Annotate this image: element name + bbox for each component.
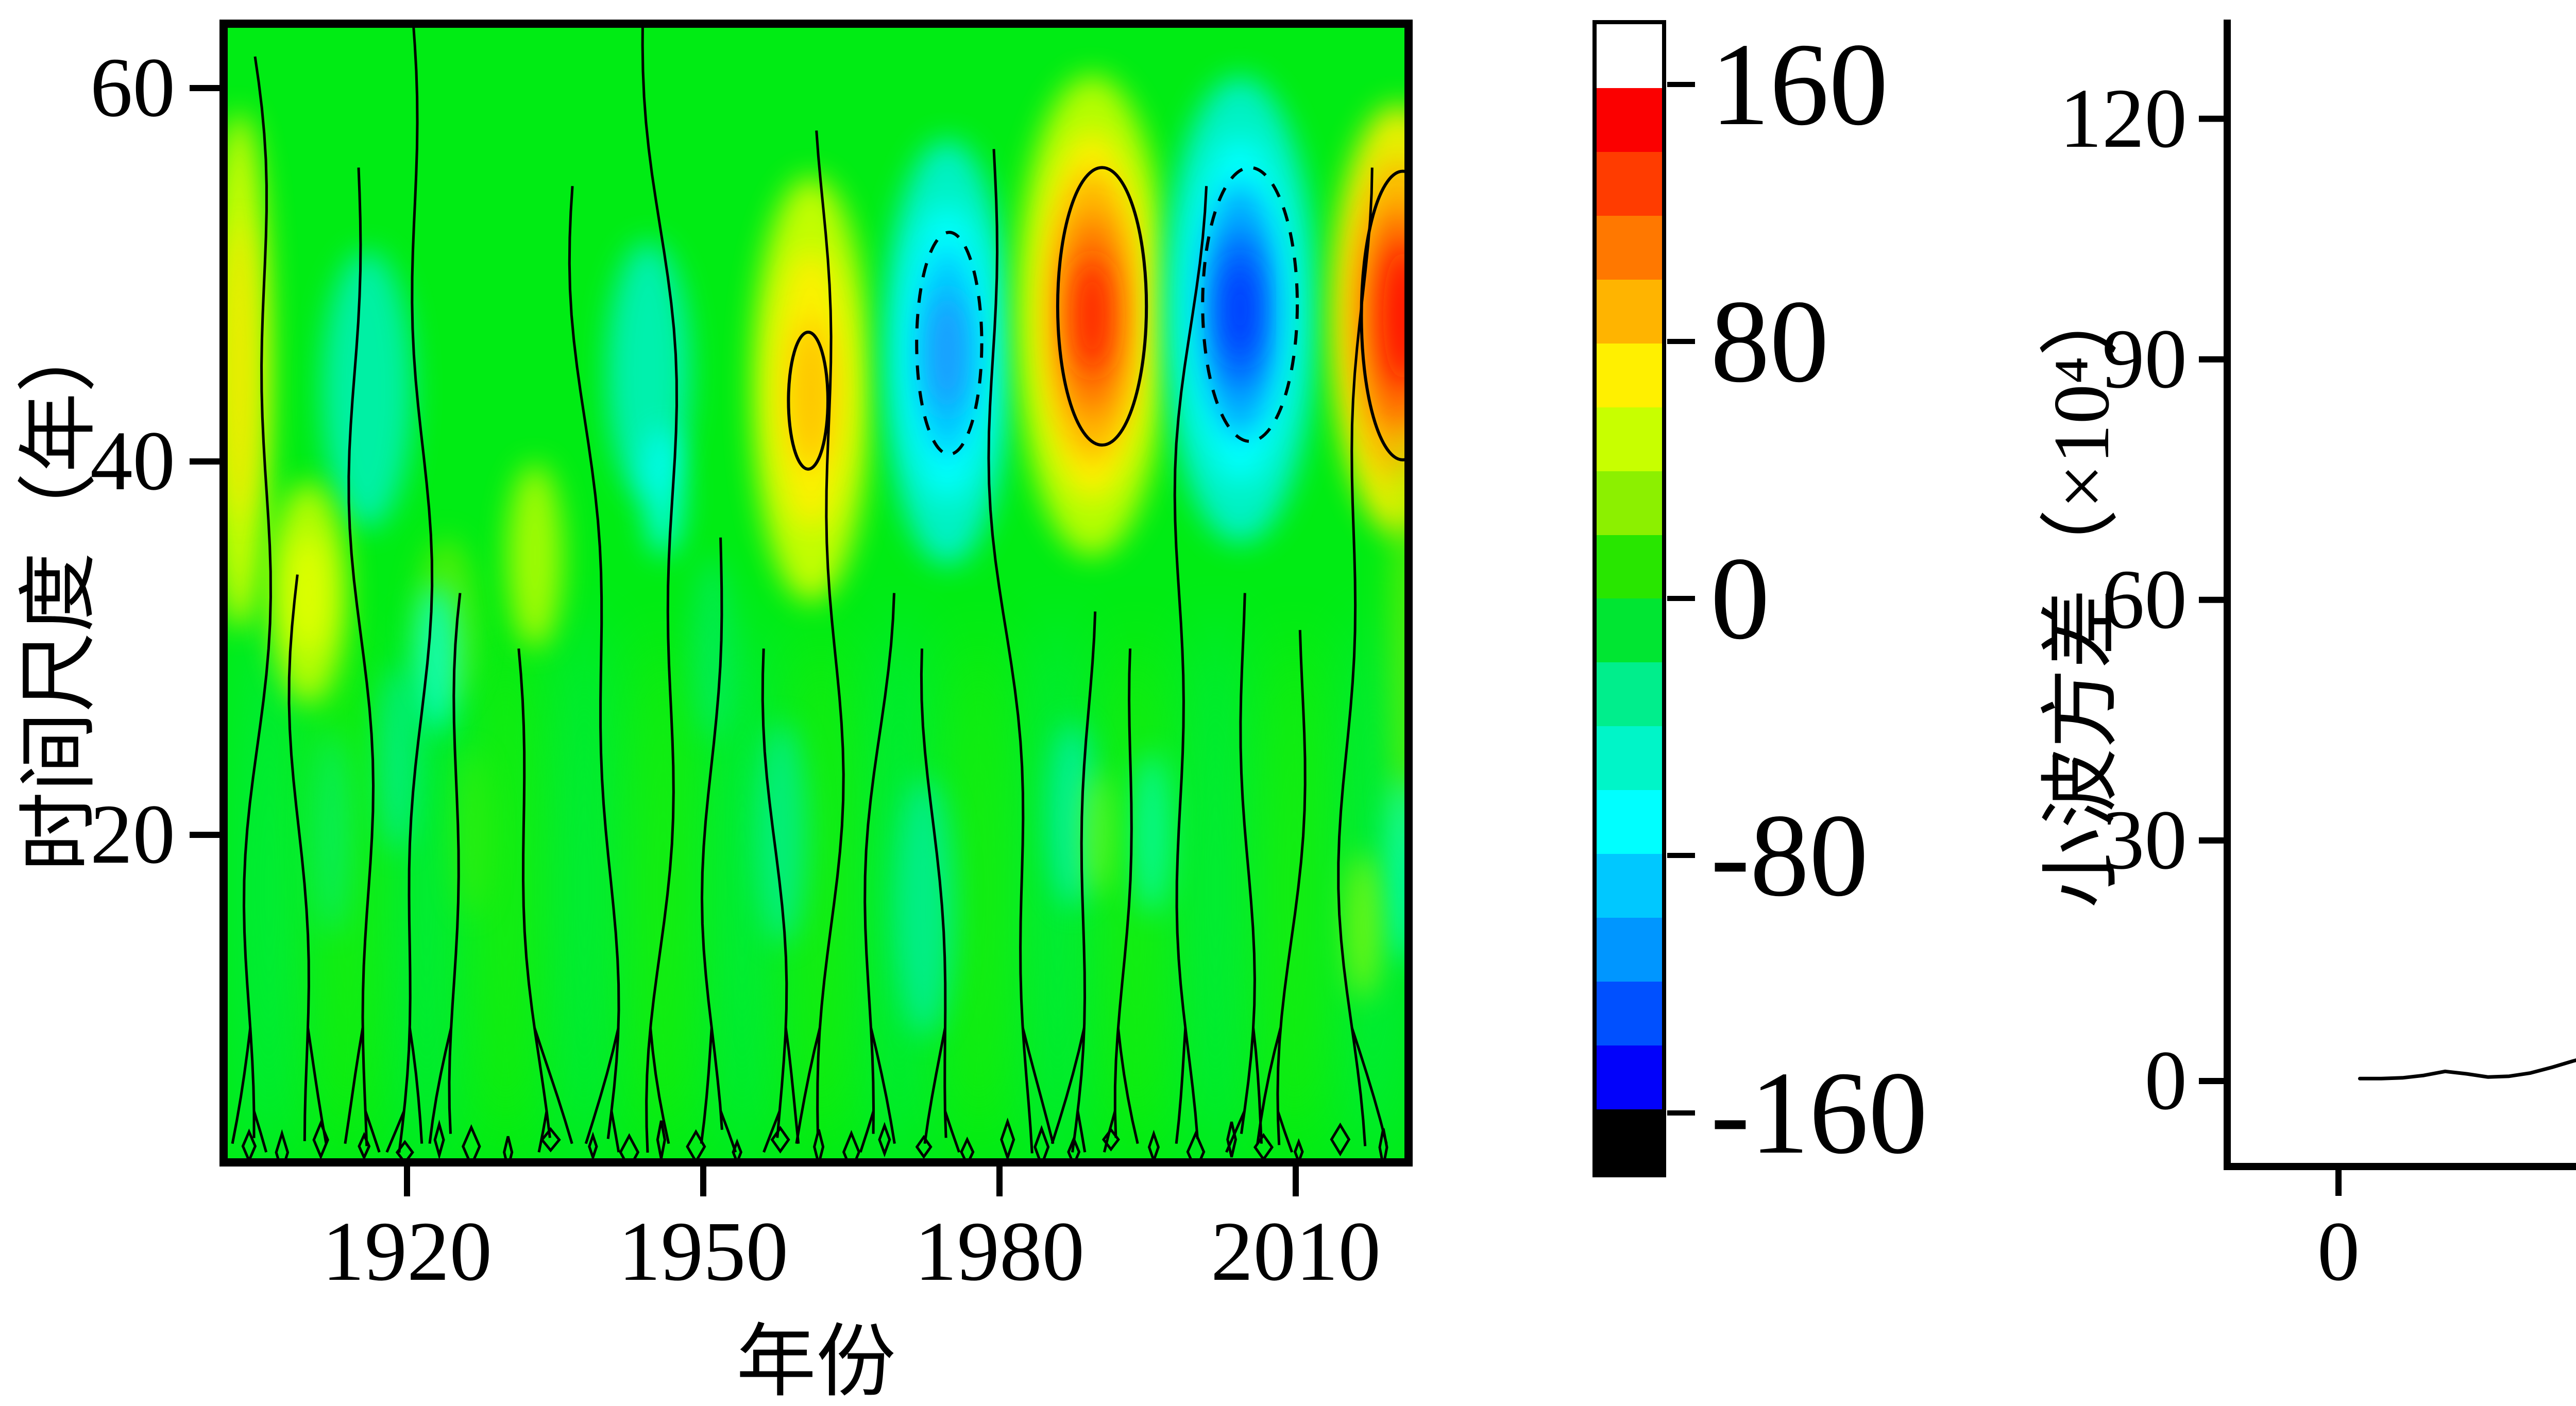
left-ytick-20 <box>190 832 219 838</box>
right-ytick-label: 30 <box>2102 793 2187 887</box>
colorbar-tick <box>1667 596 1695 601</box>
left-xtick-1980 <box>996 1167 1003 1196</box>
colorbar-segment <box>1597 598 1662 663</box>
colorbar-segment <box>1597 279 1662 344</box>
right-ytick-label: 60 <box>2102 552 2187 646</box>
colorbar-segment <box>1597 407 1662 471</box>
right-yaxis-title: 小波方差（×10⁴） <box>2037 276 2126 908</box>
colorbar-tick-label: 160 <box>1710 19 1888 150</box>
colorbar-segment <box>1597 471 1662 535</box>
colorbar-tick <box>1667 339 1695 344</box>
colorbar-tick <box>1667 853 1695 858</box>
left-xtick-1950 <box>700 1167 706 1196</box>
colorbar-tick-label: -160 <box>1710 1047 1928 1178</box>
colorbar-segment <box>1597 918 1662 982</box>
left-xaxis-title: 年份 <box>736 1318 896 1406</box>
left-xtick-label: 1920 <box>322 1204 492 1298</box>
left-ytick-label: 20 <box>90 787 175 881</box>
colorbar-segment <box>1597 535 1662 599</box>
colorbar-segment <box>1597 88 1662 152</box>
colorbar-tick-label: 80 <box>1710 276 1829 407</box>
colorbar-segment <box>1597 151 1662 216</box>
colorbar-segment <box>1597 790 1662 854</box>
right-ytick-label: 0 <box>2144 1033 2188 1127</box>
contour-plot <box>219 20 1413 1167</box>
colorbar-segment <box>1597 854 1662 918</box>
colorbar-tick-label: -80 <box>1710 790 1869 921</box>
left-ytick-label: 60 <box>90 40 175 134</box>
colorbar-segment <box>1597 343 1662 407</box>
left-xtick-label: 2010 <box>1211 1204 1381 1298</box>
right-ytick-label: 120 <box>2059 71 2188 165</box>
right-ytick-label: 90 <box>2102 312 2187 406</box>
wavelet-variance-plot <box>2199 20 2576 1196</box>
left-yaxis-title: 时间尺度（年） <box>15 313 104 872</box>
colorbar-segment <box>1597 1109 1662 1173</box>
colorbar-tick <box>1667 1110 1695 1116</box>
left-ytick-60 <box>190 85 219 91</box>
colorbar-segment <box>1597 1045 1662 1109</box>
colorbar-segment <box>1597 662 1662 727</box>
colorbar-segment <box>1597 24 1662 88</box>
colorbar-segment <box>1597 982 1662 1045</box>
left-xtick-1920 <box>404 1167 410 1196</box>
colorbar-tick-label: 0 <box>1710 533 1770 664</box>
left-ytick-40 <box>190 458 219 465</box>
left-xtick-label: 1980 <box>914 1204 1084 1298</box>
left-xtick-2010 <box>1293 1167 1299 1196</box>
right-xtick-label: 0 <box>2317 1204 2360 1298</box>
colorbar-segment <box>1597 726 1662 791</box>
colorbar-tick <box>1667 82 1695 87</box>
colorbar-segment <box>1597 215 1662 280</box>
left-ytick-label: 40 <box>90 414 175 508</box>
left-xtick-label: 1950 <box>618 1204 788 1298</box>
colorbar <box>1592 20 1666 1177</box>
right-xtick-label: 15 <box>2530 1203 2576 1300</box>
